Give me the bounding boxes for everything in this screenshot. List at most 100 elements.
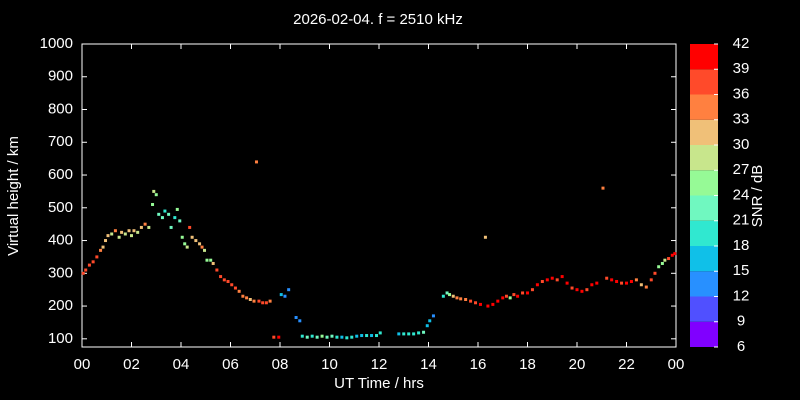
colorbar-tick-label: 9 [737, 313, 745, 330]
data-point [601, 186, 605, 190]
x-tick-label: 10 [321, 356, 338, 373]
data-point [139, 225, 143, 229]
data-point [91, 260, 95, 264]
colorbar-band [690, 271, 718, 297]
data-point [315, 335, 319, 339]
data-point [101, 245, 105, 249]
colorbar-band [690, 44, 718, 70]
data-point [501, 296, 505, 300]
data-point [340, 335, 344, 339]
data-point [152, 189, 156, 193]
data-point [160, 216, 164, 220]
data-point [287, 288, 291, 292]
data-point [264, 301, 268, 305]
data-point [300, 334, 304, 338]
colorbar-tick-label: 12 [733, 287, 750, 304]
data-point [663, 258, 667, 262]
data-point [445, 291, 449, 295]
colorbar-band [690, 145, 718, 171]
data-point [205, 258, 209, 262]
x-axis-label: UT Time / hrs [334, 375, 424, 392]
data-point [230, 283, 234, 287]
colorbar-tick-label: 18 [733, 237, 750, 254]
data-point [412, 332, 416, 336]
data-point [169, 225, 173, 229]
colorbar-tick-label: 33 [733, 111, 750, 128]
colorbar-tick-label: 36 [733, 85, 750, 102]
data-point [237, 289, 241, 293]
data-point [448, 293, 452, 297]
data-point [535, 283, 539, 287]
data-point [257, 299, 261, 303]
data-point [175, 207, 179, 211]
colorbar-tick-label: 39 [733, 60, 750, 77]
data-point [84, 268, 88, 272]
x-tick-label: 00 [74, 356, 91, 373]
data-point [512, 293, 516, 297]
chart-title: 2026-02-04. f = 2510 kHz [293, 11, 463, 28]
data-point [459, 297, 463, 301]
y-tick-label: 1000 [40, 35, 73, 52]
data-point [670, 253, 674, 257]
data-point [595, 281, 599, 285]
data-point [555, 278, 559, 282]
x-tick-label: 20 [569, 356, 586, 373]
data-point [483, 235, 487, 239]
data-point [178, 219, 182, 223]
colorbar-tick-label: 42 [733, 35, 750, 52]
y-tick-label: 400 [48, 232, 73, 249]
data-point [320, 334, 324, 338]
data-point [469, 299, 473, 303]
data-point [95, 255, 99, 259]
colorbar-band [690, 246, 718, 272]
data-point [241, 294, 245, 298]
x-tick-label: 16 [470, 356, 487, 373]
data-point [526, 291, 529, 295]
colorbar-label: SNR / dB [749, 165, 766, 228]
data-point [585, 288, 589, 292]
data-point [378, 331, 382, 335]
y-tick-label: 600 [48, 166, 73, 183]
data-point [219, 275, 223, 279]
data-point [565, 281, 569, 285]
y-tick-label: 300 [48, 264, 73, 281]
data-point [491, 302, 495, 306]
data-point [673, 252, 677, 256]
x-tick-label: 22 [618, 356, 635, 373]
y-tick-label: 700 [48, 133, 73, 150]
data-point [504, 294, 508, 298]
data-point [355, 334, 359, 338]
data-point [233, 286, 237, 290]
data-point [104, 239, 108, 243]
data-point [422, 330, 426, 334]
x-tick-label: 14 [420, 356, 437, 373]
data-point [330, 334, 334, 338]
y-tick-label: 200 [48, 297, 73, 314]
x-tick-label: 08 [272, 356, 289, 373]
data-point [325, 335, 329, 339]
data-point [508, 296, 512, 300]
data-point [580, 289, 584, 293]
data-point [397, 332, 401, 336]
data-point [660, 261, 664, 265]
data-point [81, 271, 85, 275]
y-tick-label: 100 [48, 330, 73, 347]
x-tick-label: 04 [173, 356, 190, 373]
data-point [545, 278, 549, 282]
data-point [620, 281, 624, 285]
data-point [120, 230, 124, 234]
data-point [127, 229, 131, 233]
data-point [248, 298, 252, 302]
data-point [173, 216, 177, 220]
data-point [441, 294, 445, 298]
data-point [516, 294, 520, 298]
colorbar-tick-label: 6 [737, 338, 745, 355]
data-point [203, 248, 207, 252]
data-point [283, 294, 287, 298]
data-point [667, 257, 671, 261]
data-point [87, 263, 91, 267]
data-point [117, 235, 121, 239]
data-point [350, 335, 354, 339]
colorbar-band [690, 195, 718, 221]
colorbar-band [690, 69, 718, 95]
